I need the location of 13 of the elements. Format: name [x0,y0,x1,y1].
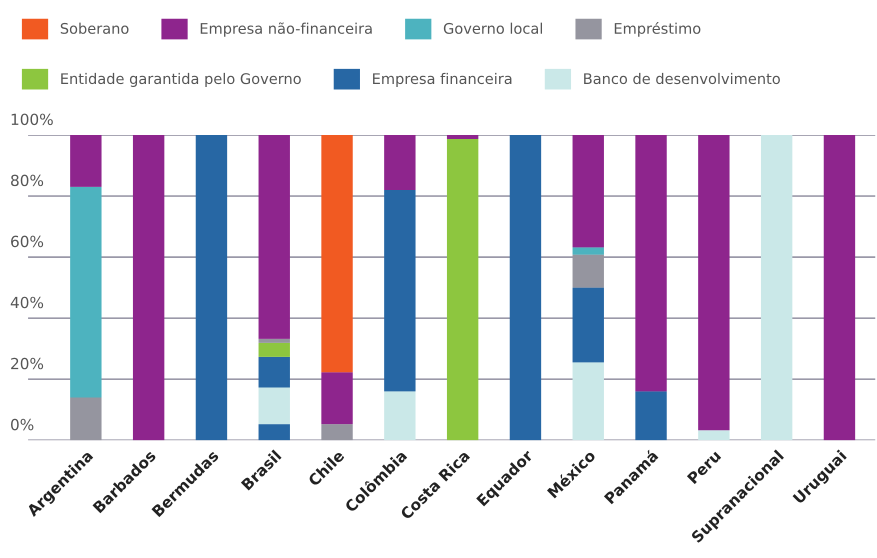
legend-label: Banco de desenvolvimento [584,72,780,84]
y-tick-label: 40% [10,296,44,308]
y-tick-label: 100% [12,114,53,126]
y-tick-label: 0% [11,418,34,430]
y-tick-label: 20% [11,358,44,370]
y-tick-label: 60% [11,236,44,248]
legend-label: Empréstimo [614,22,700,37]
legend-label: Governo local [444,22,542,34]
legend-label: Empresa financeira [373,72,512,87]
y-tick-label: 80% [11,174,44,186]
legend-label: Empresa não-financeira [200,22,372,37]
legend-label: Soberano [60,22,129,34]
legend-label: Entidade garantida pelo Governo [61,72,301,87]
